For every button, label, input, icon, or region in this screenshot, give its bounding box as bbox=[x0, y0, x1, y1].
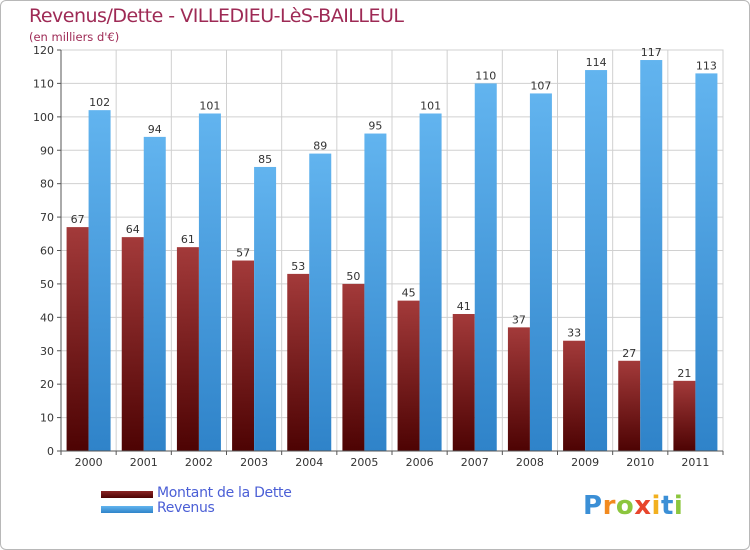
bar-revenue bbox=[640, 60, 663, 452]
chart-title: Revenus/Dette - VILLEDIEU-LèS-BAILLEUL bbox=[29, 5, 404, 27]
y-tick-label: 50 bbox=[40, 278, 54, 291]
bar-revenue bbox=[695, 73, 718, 452]
bar-revenue bbox=[364, 133, 387, 451]
logo-letter: i bbox=[651, 491, 661, 521]
data-label-debt: 33 bbox=[567, 327, 581, 340]
data-label-revenue: 85 bbox=[258, 153, 272, 166]
x-tick-label: 2000 bbox=[75, 456, 103, 469]
x-tick-label: 2007 bbox=[461, 456, 489, 469]
bar-debt bbox=[452, 313, 475, 451]
bar-debt bbox=[66, 227, 89, 451]
grid-layer bbox=[60, 49, 724, 452]
data-label-debt: 21 bbox=[677, 367, 691, 380]
data-label-debt: 41 bbox=[457, 300, 471, 313]
bars-layer: 67 102 64 94 61 101 57 85 53 89 50 95 45 101 41 110 37 10… bbox=[66, 46, 718, 452]
data-label-revenue: 117 bbox=[641, 46, 662, 59]
y-tick-label: 90 bbox=[40, 144, 54, 157]
x-tick-label: 2005 bbox=[350, 456, 378, 469]
bar-revenue bbox=[254, 166, 277, 452]
y-tick-label: 110 bbox=[33, 77, 54, 90]
bar-debt bbox=[287, 273, 310, 451]
legend-swatch-revenue bbox=[101, 506, 153, 513]
data-label-revenue: 107 bbox=[530, 79, 551, 92]
y-tick-label: 30 bbox=[40, 345, 54, 358]
bar-revenue bbox=[529, 93, 552, 452]
bar-debt bbox=[507, 327, 530, 451]
bar-revenue bbox=[419, 113, 442, 451]
x-tick-label: 2010 bbox=[626, 456, 654, 469]
axis-layer: 0 10 20 30 40 50 60 70 80 90 100 110 120 2000 2001 2002… bbox=[33, 44, 724, 469]
y-tick-label: 20 bbox=[40, 378, 54, 391]
data-label-revenue: 113 bbox=[696, 59, 717, 72]
logo-letter: P bbox=[583, 491, 603, 521]
x-tick-label: 2011 bbox=[681, 456, 709, 469]
data-label-revenue: 114 bbox=[586, 56, 607, 69]
logo-letter: x bbox=[634, 491, 652, 521]
bar-revenue bbox=[88, 110, 111, 452]
y-tick-label: 120 bbox=[33, 44, 54, 57]
bar-revenue bbox=[143, 136, 166, 451]
x-tick-label: 2002 bbox=[185, 456, 213, 469]
bar-debt bbox=[232, 260, 255, 451]
logo-letter: i bbox=[673, 491, 684, 521]
logo-letter: r bbox=[602, 491, 616, 521]
bar-debt bbox=[563, 340, 586, 451]
x-tick-label: 2003 bbox=[240, 456, 268, 469]
data-label-debt: 61 bbox=[181, 233, 195, 246]
y-tick-label: 40 bbox=[40, 311, 54, 324]
data-label-debt: 57 bbox=[236, 247, 250, 260]
bar-debt bbox=[397, 300, 420, 451]
data-label-debt: 50 bbox=[346, 270, 360, 283]
logo-letter: o bbox=[615, 491, 635, 521]
y-tick-label: 10 bbox=[40, 412, 54, 425]
data-label-revenue: 110 bbox=[475, 69, 496, 82]
bar-debt bbox=[342, 283, 365, 451]
y-tick-label: 70 bbox=[40, 211, 54, 224]
legend-label-revenue: Revenus bbox=[157, 500, 215, 516]
bar-debt bbox=[673, 380, 696, 451]
data-label-revenue: 101 bbox=[420, 99, 441, 112]
y-tick-label: 0 bbox=[47, 445, 54, 458]
y-tick-label: 80 bbox=[40, 178, 54, 191]
bar-debt bbox=[121, 237, 144, 451]
x-tick-label: 2004 bbox=[295, 456, 323, 469]
data-label-revenue: 102 bbox=[89, 96, 110, 109]
legend-swatch-debt bbox=[101, 491, 153, 498]
bar-revenue bbox=[474, 83, 497, 452]
bar-debt bbox=[618, 360, 641, 451]
y-tick-label: 60 bbox=[40, 245, 54, 258]
bar-revenue bbox=[585, 70, 608, 452]
x-tick-label: 2009 bbox=[571, 456, 599, 469]
bar-revenue bbox=[198, 113, 221, 451]
data-label-debt: 45 bbox=[402, 287, 416, 300]
chart-subtitle: (en milliers d'€) bbox=[29, 30, 120, 44]
data-label-revenue: 89 bbox=[313, 140, 327, 153]
x-tick-label: 2001 bbox=[130, 456, 158, 469]
data-label-debt: 27 bbox=[622, 347, 636, 360]
proxiti-logo: Proxiti bbox=[583, 491, 683, 521]
bar-debt bbox=[176, 247, 199, 451]
x-tick-label: 2006 bbox=[406, 456, 434, 469]
data-label-debt: 67 bbox=[71, 213, 85, 226]
data-label-revenue: 95 bbox=[368, 120, 382, 133]
legend-label-debt: Montant de la Dette bbox=[157, 485, 292, 501]
x-tick-label: 2008 bbox=[516, 456, 544, 469]
data-label-revenue: 101 bbox=[199, 99, 220, 112]
bar-revenue bbox=[309, 153, 332, 451]
data-label-debt: 64 bbox=[126, 223, 140, 236]
data-label-debt: 53 bbox=[291, 260, 305, 273]
data-label-debt: 37 bbox=[512, 313, 526, 326]
data-label-revenue: 94 bbox=[148, 123, 162, 136]
logo-letter: t bbox=[660, 491, 674, 521]
y-tick-label: 100 bbox=[33, 111, 54, 124]
